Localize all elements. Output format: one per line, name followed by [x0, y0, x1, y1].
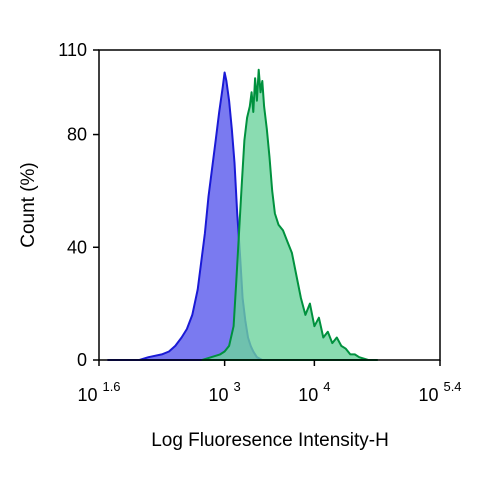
x-tick-label: 10 3: [208, 379, 240, 405]
x-tick-label: 10 1.6: [77, 379, 120, 405]
plot-frame: [98, 49, 441, 361]
y-tick-label: 0: [77, 350, 87, 370]
y-tick-label: 110: [58, 40, 87, 60]
y-axis-title: Count (%): [18, 162, 39, 248]
series-layer: [107, 68, 379, 361]
y-tick-label: 40: [67, 237, 87, 257]
series-area-2: [201, 68, 379, 361]
x-axis-title: Log Fluoresence Intensity-H: [151, 430, 389, 451]
x-tick-label: 10 5.4: [418, 379, 461, 405]
y-tick-label: 80: [67, 125, 87, 145]
ticks-layer: 0 40 80 110 10 1.6 10 3 10 4 10 5.4: [58, 40, 461, 405]
x-tick-label: 10 4: [298, 379, 330, 405]
